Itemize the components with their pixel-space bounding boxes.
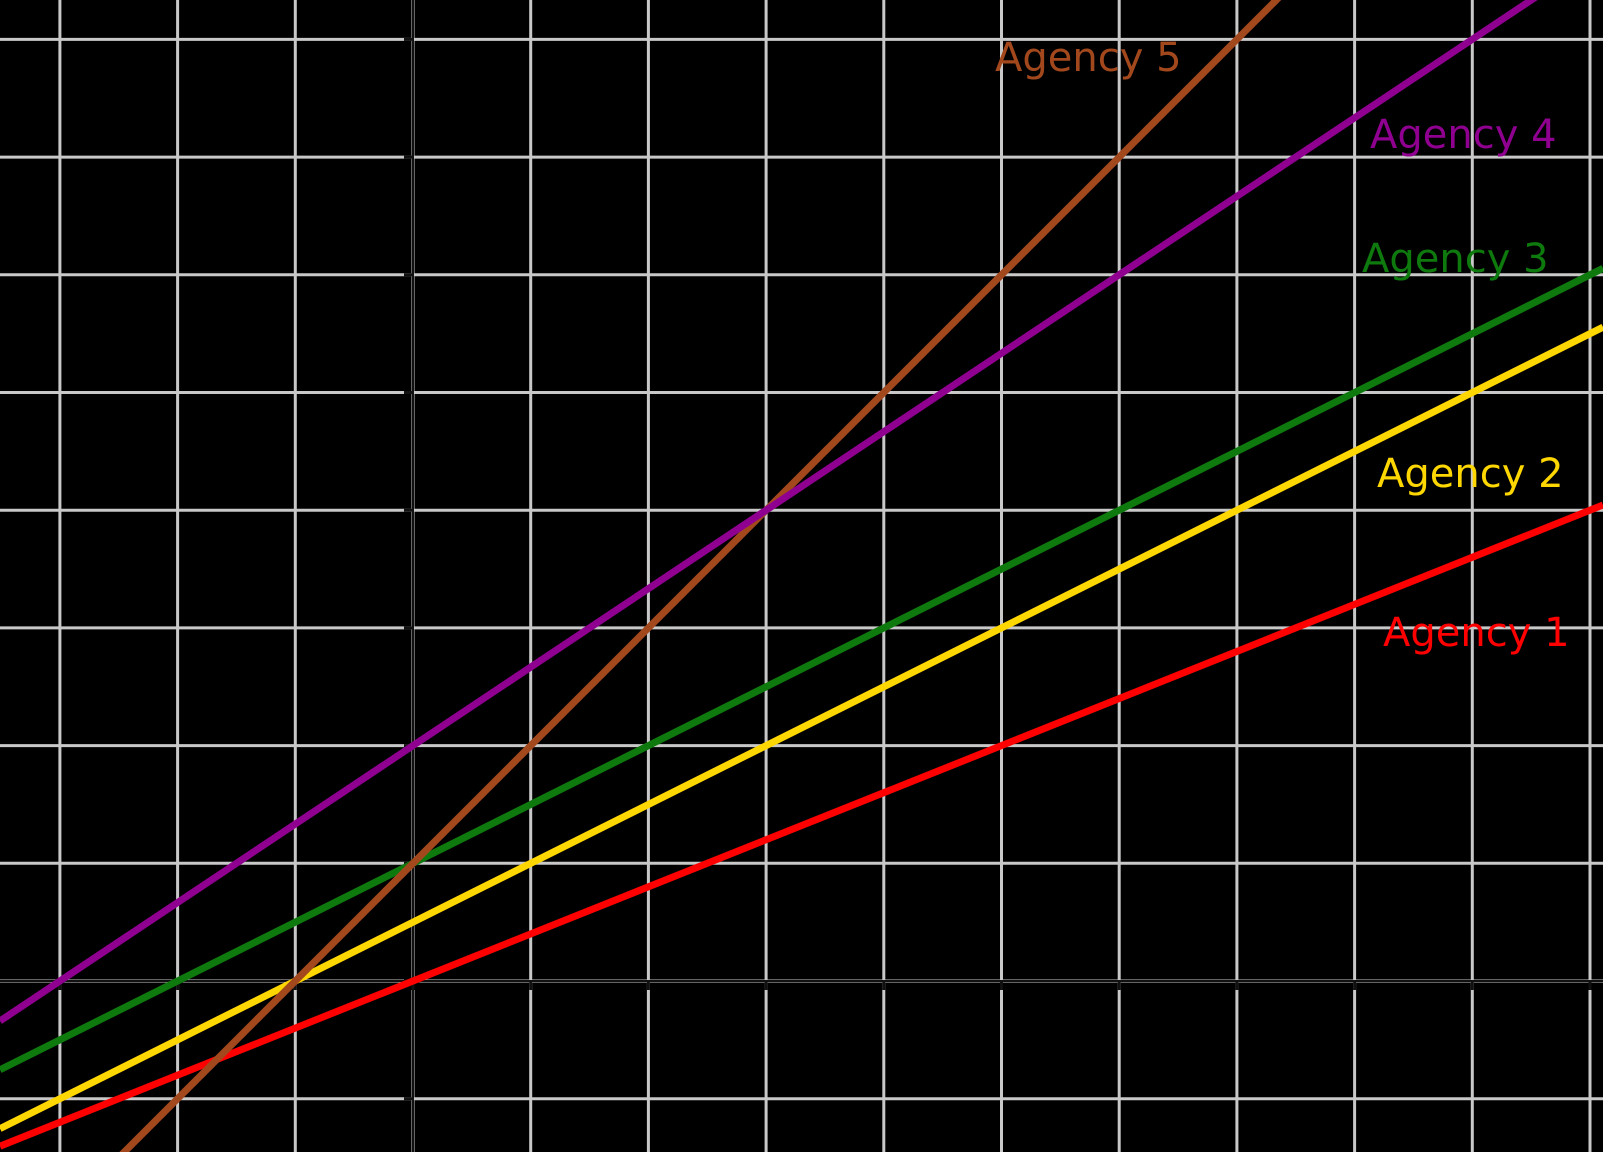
series-line-agency-4: [0, 0, 1538, 1024]
series-line-agency-2: [0, 324, 1603, 1132]
series-label-agency-3: Agency 3: [1362, 236, 1549, 282]
series-label-agency-5: Agency 5: [995, 35, 1182, 81]
series-line-agency-3: [0, 265, 1603, 1073]
series-label-agency-4: Agency 4: [1370, 112, 1557, 158]
series-line-agency-1: [0, 501, 1603, 1150]
series-label-agency-2: Agency 2: [1377, 451, 1564, 497]
series-label-agency-1: Agency 1: [1383, 610, 1570, 656]
